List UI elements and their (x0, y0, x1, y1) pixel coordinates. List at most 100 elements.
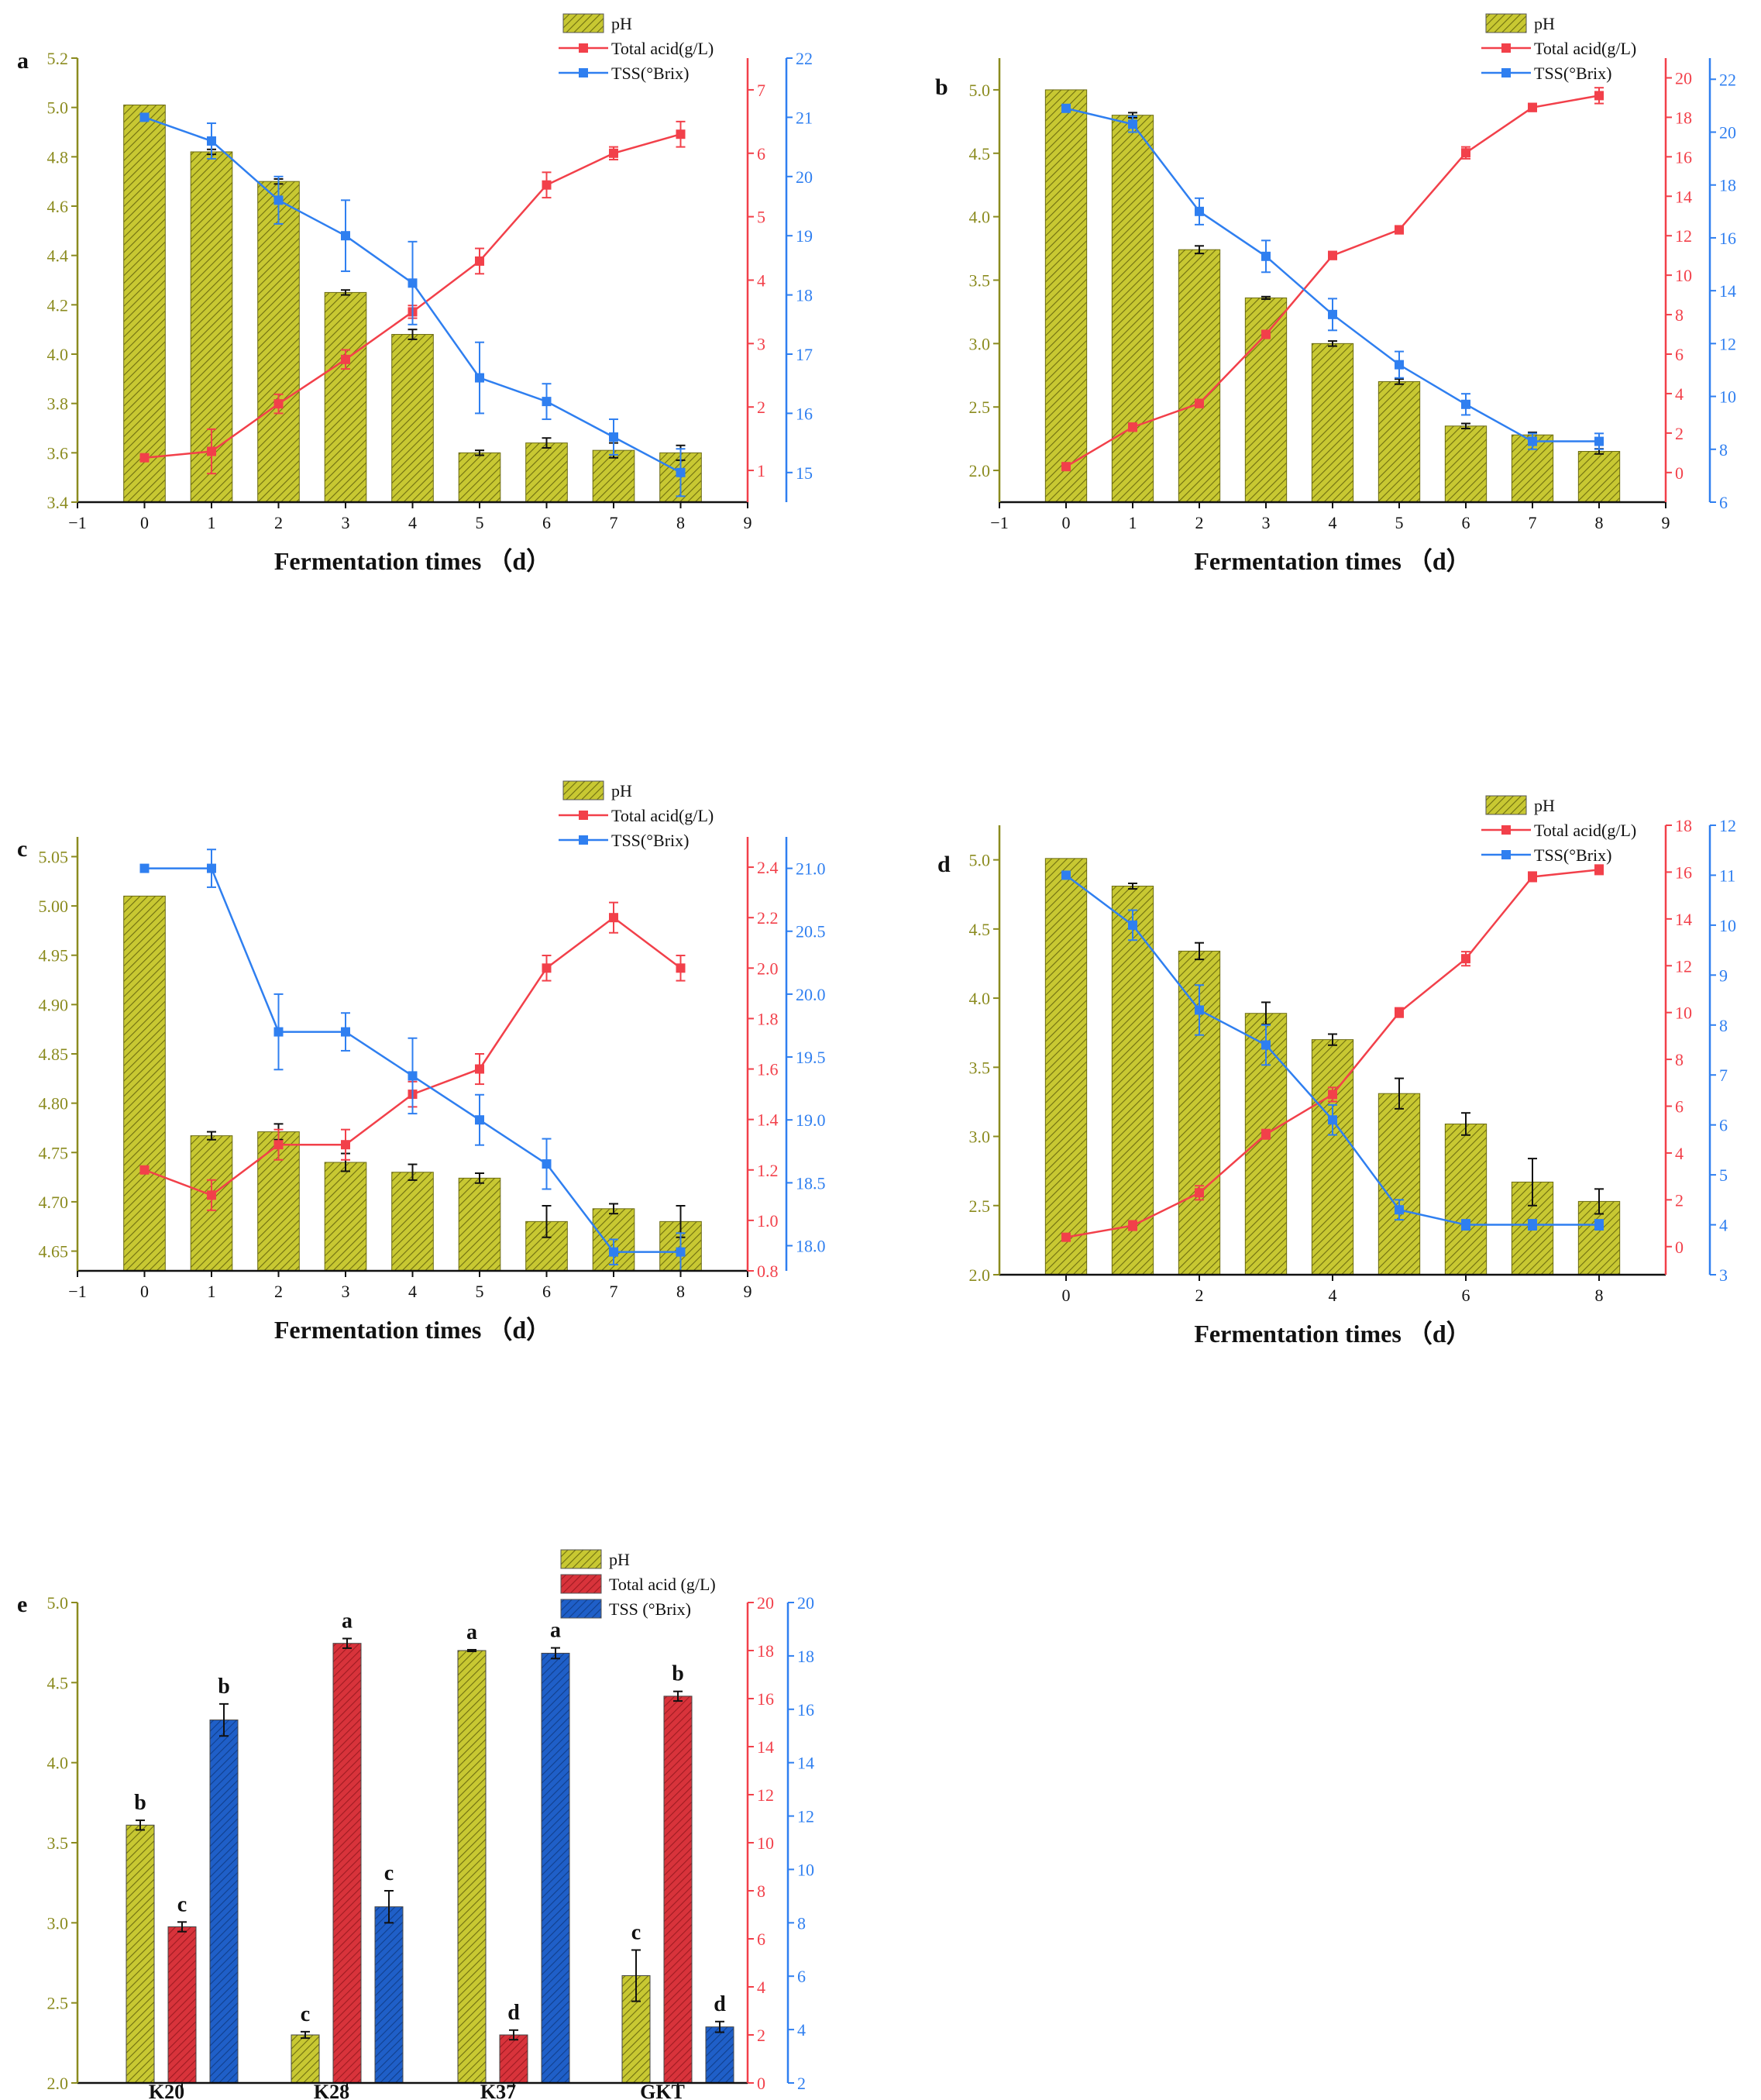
x-tick-label: 7 (1529, 513, 1537, 532)
acid-tick-label: 5 (757, 208, 765, 227)
ph-tick-label: 4.0 (47, 345, 69, 364)
tss-point (609, 1247, 618, 1257)
tss-point (1528, 436, 1537, 446)
x-tick-label: 1 (208, 513, 216, 532)
ph-tick-label: 2.5 (969, 398, 991, 417)
ph-bar (1244, 297, 1288, 503)
tss-point (1395, 360, 1404, 370)
legend-ph-swatch (1485, 795, 1527, 815)
acid-tick-label: 10 (1675, 1004, 1692, 1023)
tss-tick-label: 15 (796, 463, 813, 483)
legend-ph-label: pH (1534, 796, 1555, 815)
tss-tick-label: 17 (796, 345, 813, 364)
chart-panel-e: b c a c c a d b b c a d K20 K28 K37 GKT 2.0 2.5 3.0 3.5 4.0 4… (17, 1549, 814, 2100)
acid-point (475, 1064, 484, 1074)
x-tick-label: 1 (1129, 513, 1137, 532)
ph-bar (1044, 89, 1088, 503)
acid-point (1061, 462, 1071, 472)
acid-point (1594, 865, 1604, 875)
acid-point (1528, 102, 1537, 112)
acid-tick-label: 16 (1675, 147, 1692, 167)
x-tick-label: 2 (274, 513, 283, 532)
ph-bar (1111, 115, 1154, 503)
acid-point (1261, 329, 1271, 339)
acid-point (1328, 1090, 1337, 1100)
acid-tick-label: 2.4 (757, 858, 779, 877)
panel-label: e (17, 1592, 27, 1617)
acid-tick-label: 4 (757, 271, 765, 291)
acid-bar (332, 1643, 362, 2084)
tss-point (1061, 103, 1071, 113)
ph-bar (457, 1650, 487, 2084)
ph-tick-label: 3.0 (969, 1127, 991, 1147)
tss-point (408, 1071, 418, 1081)
tss-tick-label: 18 (797, 1647, 814, 1666)
chart-panel-d: 0 2 4 6 8 Fermentation times （d） 2.0 2.5 3.0 3.5 4… (937, 795, 1736, 1348)
significance-letter: b (218, 1675, 230, 1699)
tss-point (1461, 1220, 1470, 1230)
acid-tick-label: 0 (757, 2074, 765, 2093)
acid-tick-label: 12 (1675, 956, 1692, 976)
tss-tick-label: 11 (1719, 866, 1735, 885)
legend-acid-label: Total acid (g/L) (609, 1575, 716, 1594)
ph-bar (123, 104, 166, 503)
ph-bar (525, 442, 568, 503)
ph-tick-label: 5.0 (969, 851, 991, 870)
acid-point (542, 963, 552, 973)
acid-tick-label: 10 (1675, 266, 1692, 285)
legend-ph-swatch (562, 13, 604, 33)
acid-bar (499, 2034, 528, 2084)
ph-bar (458, 452, 501, 503)
x-tick-label: 2 (274, 1282, 283, 1301)
significance-letter: b (672, 1662, 684, 1686)
acid-point (207, 1190, 216, 1200)
ph-tick-label: 4.65 (39, 1242, 69, 1262)
legend-acid-marker (579, 43, 588, 53)
legend-ph-label: pH (611, 781, 632, 800)
significance-letter: c (631, 1920, 641, 1944)
tss-tick-label: 4 (797, 2020, 806, 2040)
x-axis-title: Fermentation times （d） (1194, 1320, 1470, 1348)
ph-tick-label: 3.0 (47, 1913, 69, 1933)
significance-letter: d (714, 1992, 726, 2016)
ph-bar (1044, 858, 1088, 1275)
tss-tick-label: 20 (796, 167, 813, 187)
tss-point (273, 1027, 284, 1037)
category-label: GKT (640, 2081, 685, 2100)
tss-point (1195, 206, 1204, 216)
tss-tick-label: 16 (1719, 229, 1736, 248)
tss-tick-label: 18 (1719, 176, 1736, 195)
legend-tss-marker (1501, 850, 1511, 859)
x-tick-label: −1 (990, 513, 1008, 532)
tss-tick-label: 6 (1719, 493, 1728, 512)
ph-tick-label: 4.8 (47, 147, 69, 167)
acid-tick-label: 10 (757, 1833, 774, 1853)
ph-tick-label: 5.0 (969, 81, 991, 100)
legend-tss-label: TSS(°Brix) (611, 64, 689, 83)
ph-tick-label: 3.6 (47, 443, 69, 463)
tss-tick-label: 18.0 (796, 1237, 826, 1256)
x-tick-label: 5 (1395, 513, 1404, 532)
tss-point (207, 863, 216, 873)
tss-point (542, 1159, 552, 1169)
tss-tick-label: 2 (797, 2074, 806, 2093)
tss-bar (705, 2026, 734, 2084)
tss-point (408, 278, 418, 288)
acid-point (676, 963, 686, 973)
tss-tick-label: 8 (1719, 440, 1728, 460)
x-tick-label: 6 (1462, 1286, 1470, 1305)
acid-tick-label: 4 (1675, 1144, 1684, 1163)
ph-tick-label: 5.0 (47, 98, 69, 118)
legend-ph-swatch (560, 1549, 602, 1569)
legend-tss-marker (1501, 68, 1511, 77)
legend-acid-marker (1501, 825, 1511, 835)
acid-tick-label: 8 (1675, 305, 1684, 325)
acid-bar (167, 1926, 197, 2084)
x-tick-label: 0 (1062, 513, 1071, 532)
acid-point (1261, 1129, 1271, 1139)
acid-tick-label: 0.8 (757, 1262, 779, 1281)
ph-tick-label: 4.4 (47, 246, 69, 266)
ph-tick-label: 3.5 (969, 271, 991, 291)
acid-tick-label: 18 (757, 1641, 774, 1661)
tss-tick-label: 20.0 (796, 985, 826, 1004)
